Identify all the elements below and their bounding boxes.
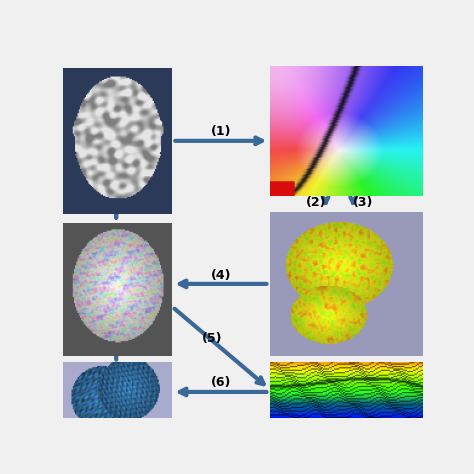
Text: (1): (1) [210, 125, 231, 138]
Text: (3): (3) [353, 196, 374, 209]
Bar [271, 362, 423, 418]
Text: (5): (5) [201, 332, 222, 345]
Text: (4): (4) [210, 269, 231, 283]
Text: (f): (f) [277, 408, 289, 417]
Bar [271, 66, 423, 196]
Text: (2): (2) [306, 196, 327, 209]
Text: (6): (6) [211, 376, 231, 389]
Bar [63, 68, 171, 214]
Text: (d): (d) [277, 346, 291, 355]
Bar [63, 223, 171, 356]
Bar [271, 212, 423, 356]
Text: (b): (b) [277, 184, 291, 193]
Bar [63, 362, 171, 418]
